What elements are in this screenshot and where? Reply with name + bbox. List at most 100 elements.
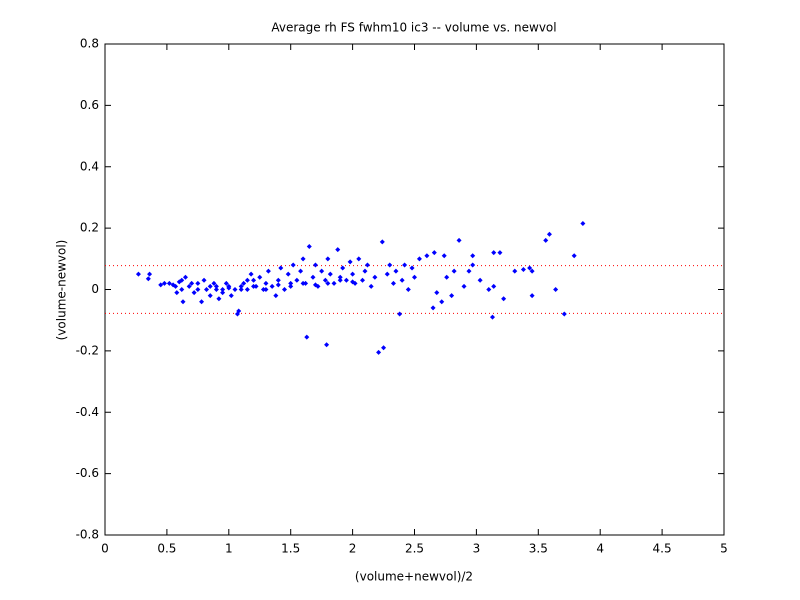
data-point [543, 237, 549, 243]
y-axis-label: (volume-newvol) [55, 240, 69, 341]
data-point [288, 283, 294, 289]
data-point [216, 296, 222, 302]
data-point [340, 265, 346, 271]
data-point [451, 268, 457, 274]
data-point [195, 287, 201, 292]
data-point [325, 256, 331, 262]
data-point [347, 259, 353, 265]
data-point [350, 279, 356, 285]
data-point [211, 280, 217, 286]
data-point [571, 253, 577, 259]
data-point [288, 280, 294, 286]
data-point [327, 271, 333, 277]
data-point [244, 287, 250, 292]
y-tick-label: 0.2 [80, 221, 99, 235]
data-point [191, 290, 197, 296]
data-point [251, 283, 257, 289]
data-point [364, 262, 370, 268]
data-point [179, 277, 185, 283]
data-point [300, 280, 306, 286]
x-tick-label: 0 [101, 542, 109, 556]
data-point [158, 282, 164, 288]
x-tick-label: 3.5 [529, 542, 548, 556]
data-point [298, 268, 304, 274]
data-point [236, 308, 242, 314]
data-point [399, 277, 405, 283]
data-point [324, 342, 330, 348]
data-point [186, 283, 192, 289]
x-tick-label: 1 [225, 542, 233, 556]
data-point [304, 334, 310, 340]
data-point [319, 268, 325, 274]
data-point [486, 287, 492, 292]
data-point [275, 282, 281, 288]
data-point [213, 283, 219, 289]
chart-title: Average rh FS fwhm10 ic3 -- volume vs. n… [271, 21, 556, 35]
data-point [350, 271, 356, 277]
data-point [273, 293, 279, 299]
data-point [412, 274, 417, 280]
data-point [470, 262, 476, 268]
data-point [356, 256, 362, 262]
data-point [379, 239, 385, 245]
data-point [220, 287, 226, 292]
x-tick-label: 2 [349, 542, 357, 556]
data-point [491, 283, 497, 289]
data-point [238, 283, 244, 289]
data-point [405, 287, 411, 292]
y-tick-label: -0.2 [76, 343, 99, 357]
data-point [199, 299, 205, 305]
data-point [397, 311, 403, 317]
data-point [456, 237, 462, 243]
data-point [449, 293, 455, 299]
data-point [263, 280, 269, 286]
data-point [402, 262, 408, 268]
x-tick-label: 4.5 [653, 542, 672, 556]
y-tick-label: 0.4 [80, 159, 99, 173]
data-point [263, 287, 269, 292]
data-point [477, 277, 483, 283]
data-point [145, 276, 151, 282]
data-point [376, 349, 382, 355]
data-point [527, 265, 533, 271]
data-point [290, 262, 296, 268]
data-point [166, 280, 172, 286]
data-point [430, 305, 436, 311]
data-point [497, 250, 503, 256]
data-point [337, 274, 343, 280]
data-point [269, 283, 275, 289]
data-point [491, 250, 497, 256]
y-tick-label: -0.6 [76, 466, 99, 480]
data-point [501, 296, 507, 302]
data-point [207, 283, 213, 289]
data-point [248, 271, 254, 277]
data-point [489, 314, 495, 320]
y-tick-label: -0.4 [76, 405, 99, 419]
data-point [362, 268, 368, 274]
data-point [238, 287, 244, 292]
data-point [439, 299, 445, 305]
data-point [257, 274, 263, 280]
data-point [529, 293, 535, 299]
data-point [173, 283, 179, 289]
data-point [416, 256, 422, 262]
data-point [390, 280, 396, 286]
data-point [244, 277, 250, 283]
data-point [520, 267, 526, 273]
y-tick-label: 0 [91, 282, 99, 296]
data-point [220, 290, 226, 296]
data-point [368, 283, 374, 289]
data-point [424, 253, 430, 259]
x-tick-label: 4 [596, 542, 604, 556]
data-point [441, 253, 447, 259]
data-point [282, 287, 288, 292]
data-point [325, 280, 331, 286]
data-point [580, 221, 586, 227]
data-point [331, 280, 337, 286]
x-tick-label: 1.5 [281, 542, 300, 556]
data-point [546, 231, 552, 237]
data-point [189, 280, 195, 286]
data-point [393, 268, 399, 274]
data-point [322, 277, 328, 283]
